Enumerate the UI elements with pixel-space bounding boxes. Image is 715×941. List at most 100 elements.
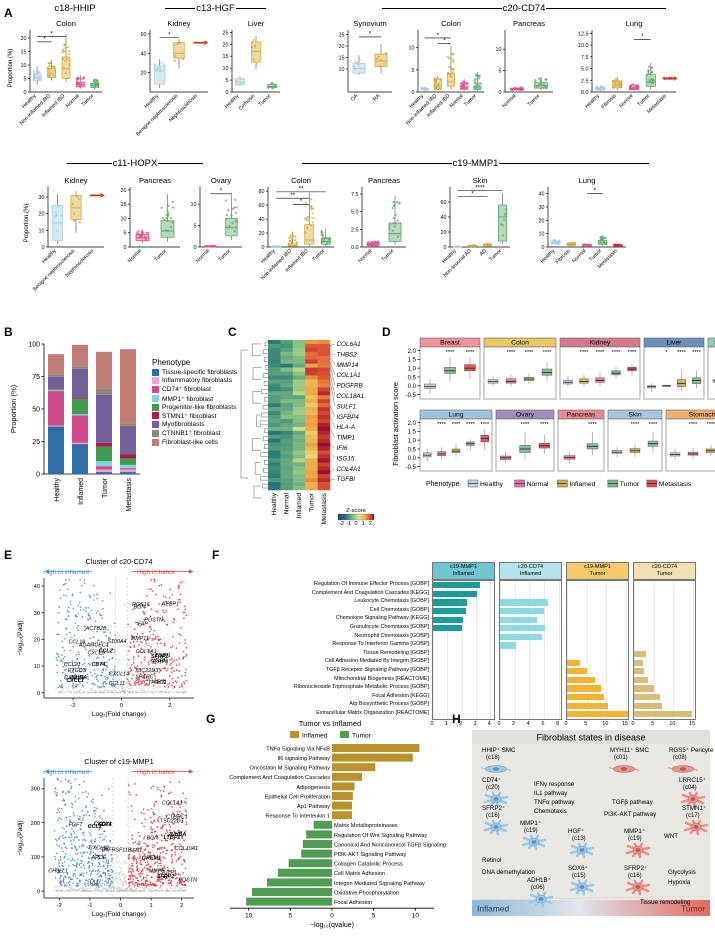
panel-f-row-label: Atp Biosynthetic Process [GOBP]	[349, 701, 429, 708]
heatmap-cell	[317, 462, 331, 467]
heatmap-cell	[280, 383, 294, 388]
heatmap-cell	[305, 371, 318, 376]
plot-title: Ovary	[211, 176, 231, 185]
svg-text:25: 25	[223, 30, 229, 36]
panel-f-axis-col: 0 5 10 15	[565, 720, 629, 730]
heatmap-cell	[305, 438, 318, 443]
heatmap-cell	[305, 466, 318, 471]
heatmap-cell	[268, 434, 281, 439]
cell-glyph-smc-blue	[480, 765, 512, 773]
volcano-left-label: High in inflamed	[43, 569, 89, 576]
legend-swatch	[152, 412, 159, 420]
plot-title: Kidney	[167, 19, 190, 28]
panel-f-row-label: Focal Adhesion [KEGG]	[372, 692, 429, 699]
panel-h-left-axis: Inflamed	[477, 904, 509, 914]
heatmap-cell	[317, 454, 331, 459]
heatmap-cell	[317, 442, 331, 447]
panel-a-group-header: c20-CD74	[338, 3, 710, 14]
volcano-xtick: 2	[168, 703, 171, 709]
panel-f-bar	[567, 693, 605, 701]
heatmap-cell	[292, 415, 306, 420]
stacked-segment	[48, 354, 64, 375]
volcano-gene-label: CXCL12	[89, 845, 109, 851]
heatmap-cell	[292, 403, 306, 408]
significance-star: ****	[596, 350, 606, 356]
heatmap-cell	[280, 415, 294, 420]
heatmap-cell	[280, 426, 294, 432]
panel-d-ytick: -0.5	[406, 393, 417, 399]
heatmap-cell	[280, 422, 294, 428]
heatmap-cell	[317, 351, 331, 357]
panel-d-legend-label: Metastasis	[659, 481, 692, 488]
heatmap-cell	[305, 343, 318, 349]
panel-b-ylabel: Proportion (%)	[9, 384, 18, 433]
stacked-segment	[96, 469, 112, 473]
panel-d-legend-item: Normal	[514, 479, 549, 488]
panel-d-legend-label: Healthy	[480, 481, 504, 488]
cell-glyph-fib-red	[680, 791, 706, 808]
volcano-gene-label: AEBP1	[161, 601, 179, 607]
heatmap-cell	[305, 391, 318, 396]
heatmap-cell	[317, 399, 331, 404]
gridline	[693, 581, 695, 719]
panel-f-cell	[433, 624, 494, 633]
heatmap-cell	[292, 343, 306, 349]
heatmap-cell	[305, 474, 318, 479]
panel-h-cell-entry: LRRC15⁺(c04)	[679, 777, 706, 808]
panel-f-bar	[500, 599, 549, 606]
svg-text:10: 10	[39, 228, 45, 234]
heatmap-cell	[292, 399, 306, 404]
panel-f-cell	[433, 581, 494, 590]
panel-d-ylabel: Fibroblast activation score	[391, 382, 400, 466]
significance-star: ****	[612, 350, 622, 356]
heatmap-cell	[268, 403, 281, 408]
svg-text:30: 30	[539, 205, 545, 211]
panel-f-row-label: Mitochondrial Biogenesis [REACTOME]	[334, 675, 429, 682]
heatmap-cell	[292, 407, 306, 412]
panel-g-xtick: 0	[330, 913, 334, 920]
boxplot-pancreas: Pancreas 0.0 2.5 5.0 7.5 Normal Tumor	[351, 176, 406, 264]
panel-h-pathway-label: TGFβ pathway	[612, 799, 654, 806]
heatmap-cell	[292, 450, 306, 455]
panel-f-xtick: 10	[602, 720, 609, 727]
volcano-gene-label: CXCL1	[94, 822, 112, 828]
heatmap-col-label: Metastasis	[321, 492, 328, 524]
heatmap-cell	[317, 355, 331, 360]
gene-label: HLA-A	[337, 424, 356, 431]
panel-f-bar	[500, 633, 543, 640]
svg-text:15: 15	[121, 202, 127, 208]
volcano-gene-label: APOE	[91, 855, 107, 861]
significance-star: ****	[446, 350, 456, 356]
heatmap-cell	[305, 347, 318, 353]
gridline	[558, 581, 560, 719]
heatmap-cell	[305, 446, 318, 451]
panel-f-xtick: 6	[541, 720, 545, 727]
gridline	[447, 581, 449, 719]
legend-item-4: Progenitor-like fibroblasts	[152, 403, 237, 411]
heatmap-cell	[268, 474, 281, 479]
significance-star: ****	[507, 350, 517, 356]
facet-title: Lung	[448, 412, 463, 419]
stacked-segment	[120, 349, 136, 424]
svg-text:7.5: 7.5	[581, 55, 589, 61]
panel-h-cell-cluster: (c06)	[531, 885, 545, 891]
axis-category-label: Normal	[449, 93, 465, 109]
heatmap-cell	[280, 482, 294, 487]
panel-h-pathway-label: Tissue remodeling	[640, 899, 691, 906]
panel-a-row2: Proportion (%)Kidney0102030HealthyBenign…	[24, 176, 626, 293]
significance-star: *	[665, 350, 668, 356]
panel-f-bar	[634, 676, 649, 683]
heatmap-cell	[317, 391, 331, 396]
heatmap-cell	[268, 351, 281, 357]
volcano-xtick: -1	[87, 903, 92, 909]
panel-f-xtick: 2	[459, 720, 463, 727]
gene-label: COL6A1	[337, 341, 361, 348]
colorscale-tick: 1	[362, 521, 365, 527]
dendrogram	[240, 341, 268, 499]
panel-g-xtick: 5	[372, 913, 376, 920]
axis-category-label: Tumor	[488, 248, 503, 263]
volcano-xlabel: Log₂(Fold change)	[92, 911, 146, 918]
panel-d-ytick: 1.5	[408, 358, 417, 364]
panel-f-cell	[433, 701, 494, 710]
heatmap-cell	[292, 351, 306, 357]
